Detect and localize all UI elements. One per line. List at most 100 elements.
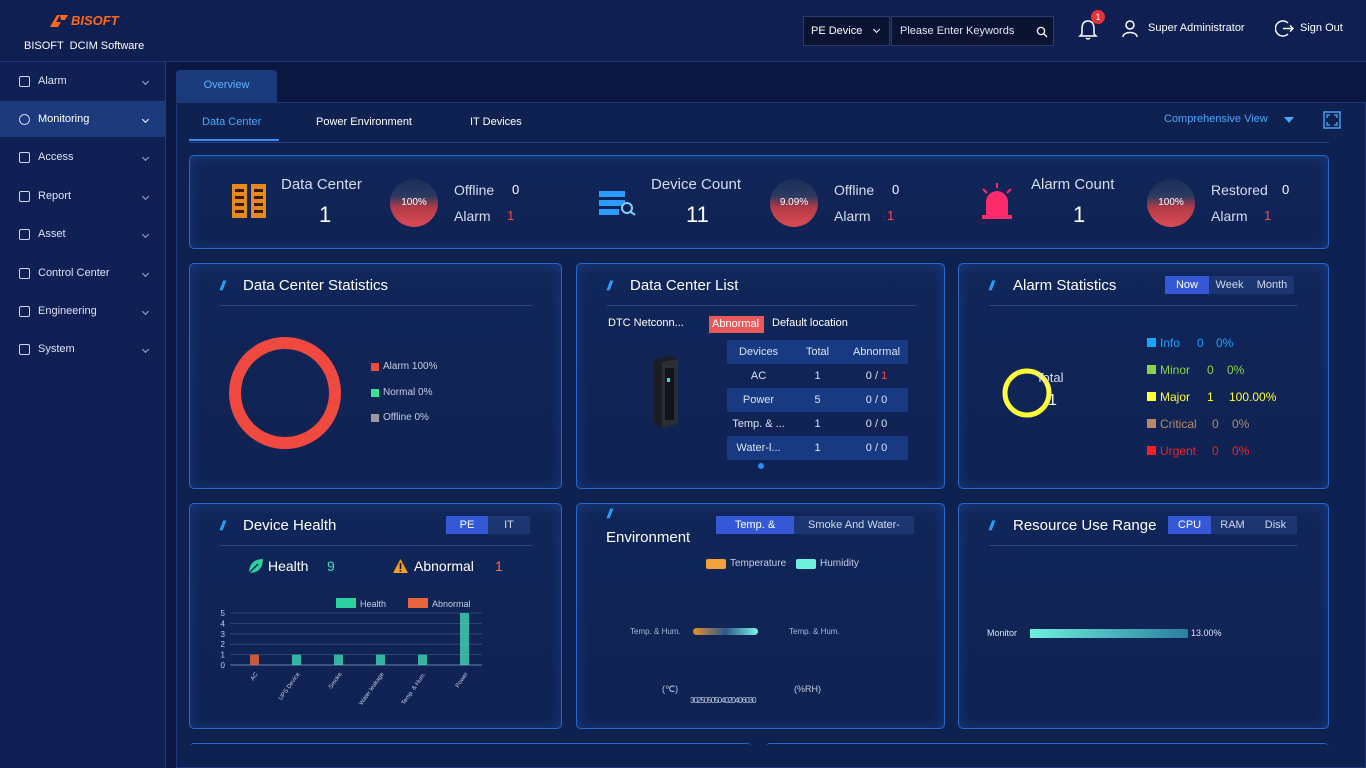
title-divider: [220, 305, 532, 306]
title-divider: [220, 545, 532, 546]
alarm-level-count: 0: [1197, 336, 1204, 350]
fullscreen-icon[interactable]: [1323, 111, 1341, 129]
tab-cpu[interactable]: CPU: [1168, 516, 1211, 534]
col-abnormal: Abnormal: [845, 340, 908, 364]
device-gauge: 9.09%: [770, 179, 818, 227]
cell-abnormal: 0 / 1: [845, 364, 908, 388]
server-rack-icon: [232, 184, 266, 218]
resource-bar: [1030, 629, 1188, 638]
device-type-tabs: PE IT: [446, 516, 530, 534]
legend-offline-swatch: [371, 414, 379, 422]
tab-it-devices[interactable]: IT Devices: [470, 116, 522, 128]
notification-button[interactable]: 1: [1078, 10, 1105, 40]
dc-name[interactable]: DTC Netconn...: [608, 317, 684, 329]
chevron-down-icon: [141, 192, 150, 200]
pagination-dot[interactable]: [758, 463, 764, 469]
health-label: Health: [268, 558, 309, 574]
cell-abnormal-alarm: 1: [881, 370, 888, 382]
sidebar-item-label: Alarm: [38, 75, 67, 87]
tab-it[interactable]: IT: [488, 516, 530, 534]
tab-overview[interactable]: Overview: [176, 70, 277, 102]
dc-alarm-value: 1: [507, 208, 515, 223]
sidebar: Alarm Monitoring Access Report Asset Con…: [0, 62, 166, 768]
sidebar-item-report[interactable]: Report: [0, 178, 166, 214]
search-icon[interactable]: [1036, 26, 1048, 38]
tab-underline: [189, 139, 279, 141]
legend-temperature-swatch: [706, 559, 726, 569]
dc-alarm-label: Alarm: [454, 208, 491, 224]
table-row[interactable]: Temp. & ... 1 0 / 0: [727, 412, 908, 436]
sidebar-item-system[interactable]: System: [0, 331, 166, 367]
view-select[interactable]: Comprehensive View: [1164, 113, 1294, 125]
tab-pe[interactable]: PE: [446, 516, 488, 534]
cell-device: Temp. & ...: [732, 418, 785, 430]
dashboard-icon: [19, 113, 30, 125]
tab-ram[interactable]: RAM: [1211, 516, 1254, 534]
dc-list-title: Data Center List: [630, 277, 739, 294]
alarm-level-count: 0: [1212, 417, 1219, 431]
resource-use-panel: // Resource Use Range CPU RAM Disk Monit…: [958, 503, 1329, 729]
table-row[interactable]: AC 1 0 / 1: [727, 364, 908, 388]
sidebar-item-label: Control Center: [38, 267, 110, 279]
legend-critical-swatch: [1147, 419, 1156, 428]
legend-health-swatch: [336, 598, 356, 608]
alarm-level-count: 0: [1212, 444, 1219, 458]
x-tick-label: Water leakage: [359, 671, 386, 706]
device-select[interactable]: PE Device: [803, 16, 890, 46]
device-health-title: Device Health: [243, 517, 337, 534]
sidebar-item-alarm[interactable]: Alarm: [0, 63, 166, 99]
tab-power-environment[interactable]: Power Environment: [316, 116, 412, 128]
environment-panel: // Environment Temp. & Smoke And Water- …: [576, 503, 945, 729]
tab-week[interactable]: Week: [1209, 276, 1250, 294]
bottom-panel-edge-right: [765, 743, 1329, 753]
col-devices: Devices: [727, 340, 790, 364]
legend-info-swatch: [1147, 338, 1156, 347]
tab-temp-hum[interactable]: Temp. &: [716, 516, 794, 534]
legend-minor-swatch: [1147, 365, 1156, 374]
alarm-level-pct: 100.00%: [1229, 390, 1277, 404]
alarm-level-pct: 0%: [1232, 444, 1250, 458]
cell-device: Power: [727, 388, 790, 412]
alarm-alarm-value: 1: [1264, 208, 1272, 223]
sidebar-item-asset[interactable]: Asset: [0, 216, 166, 252]
sign-out-button[interactable]: Sign Out: [1300, 22, 1343, 34]
sidebar-item-control-center[interactable]: Control Center: [0, 255, 166, 291]
legend-major-swatch: [1147, 392, 1156, 401]
asset-icon: [19, 228, 30, 240]
x-tick-label: Power: [455, 672, 470, 689]
alarm-period-tabs: Now Week Month: [1165, 276, 1294, 294]
sidebar-item-access[interactable]: Access: [0, 139, 166, 175]
user-icon: [1122, 20, 1138, 37]
sidebar-item-engineering[interactable]: Engineering: [0, 293, 166, 329]
table-row[interactable]: Water-l... 1 0 / 0: [727, 436, 908, 460]
cell-total: 1: [814, 370, 821, 382]
search-box[interactable]: Please Enter Keywords: [891, 16, 1054, 46]
lock-icon: [19, 151, 30, 163]
alarm-level-pct: 0%: [1227, 363, 1245, 377]
tab-month[interactable]: Month: [1250, 276, 1294, 294]
chart-icon: [19, 190, 30, 202]
user-name[interactable]: Super Administrator: [1148, 22, 1245, 34]
x-tick-label: Temp. & Hum.: [401, 671, 428, 706]
tab-now[interactable]: Now: [1165, 276, 1209, 294]
cell-device: AC: [750, 370, 767, 382]
table-row[interactable]: Power 5 0 / 0: [727, 388, 908, 412]
temp-hum-bar: [693, 628, 758, 635]
dc-offline-label: Offline: [454, 182, 495, 198]
y-tick-label: 2: [221, 640, 226, 649]
alarm-alarm-label: Alarm: [1211, 208, 1248, 224]
grid-icon: [19, 343, 30, 355]
summary-alarm-value: 1: [1073, 202, 1086, 227]
tab-data-center[interactable]: Data Center: [202, 116, 262, 128]
alarm-level-donut-chart: [1002, 368, 1052, 418]
tab-disk[interactable]: Disk: [1254, 516, 1297, 534]
cell-abnormal: 0 / 0: [865, 418, 888, 430]
donut-total-label: Total: [1036, 370, 1064, 385]
title-mark-icon: //: [989, 518, 994, 533]
alarm-level-count: 1: [1207, 390, 1214, 404]
summary-device-value: 11: [686, 202, 709, 227]
bar-health: [460, 613, 469, 665]
sidebar-item-monitoring[interactable]: Monitoring: [0, 101, 166, 137]
cell-total: 5: [790, 388, 845, 412]
tab-smoke-water[interactable]: Smoke And Water-: [794, 516, 914, 534]
